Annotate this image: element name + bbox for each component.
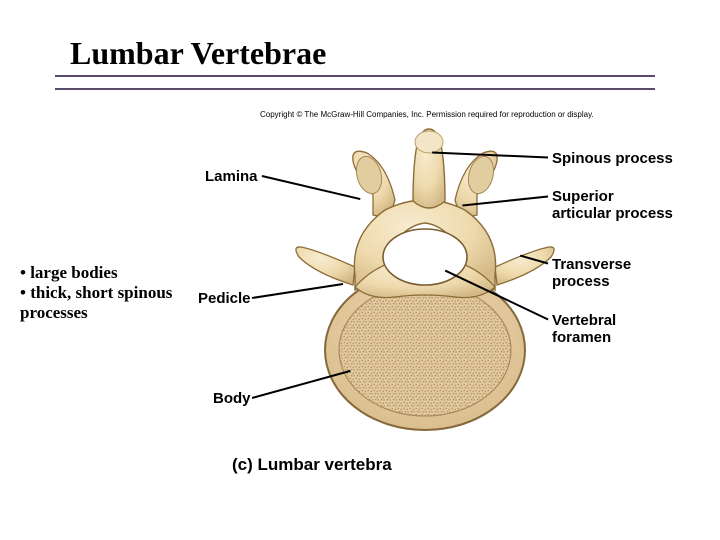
caption-text: Lumbar vertebra bbox=[258, 455, 392, 474]
label-vertebral-foramen: Vertebralforamen bbox=[552, 312, 616, 347]
title-rule-1 bbox=[55, 75, 655, 77]
page-title: Lumbar Vertebrae bbox=[70, 35, 326, 72]
vertebral-foramen bbox=[383, 229, 467, 285]
bullet-3: processes bbox=[20, 303, 172, 323]
label-lamina: Lamina bbox=[205, 168, 258, 185]
label-spinous-process: Spinous process bbox=[552, 150, 673, 167]
copyright-text: Copyright © The McGraw-Hill Companies, I… bbox=[260, 110, 594, 119]
title-rule-2 bbox=[55, 88, 655, 90]
right-transverse-process bbox=[495, 247, 554, 285]
body-spongy bbox=[339, 284, 511, 416]
label-pedicle: Pedicle bbox=[198, 290, 251, 307]
bullet-list: • large bodies • thick, short spinous pr… bbox=[20, 263, 172, 323]
label-body: Body bbox=[213, 390, 251, 407]
caption-prefix: (c) bbox=[232, 455, 258, 474]
left-transverse-process bbox=[296, 247, 355, 285]
bullet-2: • thick, short spinous bbox=[20, 283, 172, 303]
bullet-1: • large bodies bbox=[20, 263, 172, 283]
label-transverse-process: Transverseprocess bbox=[552, 256, 631, 291]
diagram-caption: (c) Lumbar vertebra bbox=[232, 455, 392, 475]
vertebra-diagram bbox=[295, 125, 555, 435]
label-superior-articular-process: Superiorarticular process bbox=[552, 188, 673, 223]
spinous-tip bbox=[415, 131, 443, 153]
vertebra-svg bbox=[295, 125, 555, 435]
